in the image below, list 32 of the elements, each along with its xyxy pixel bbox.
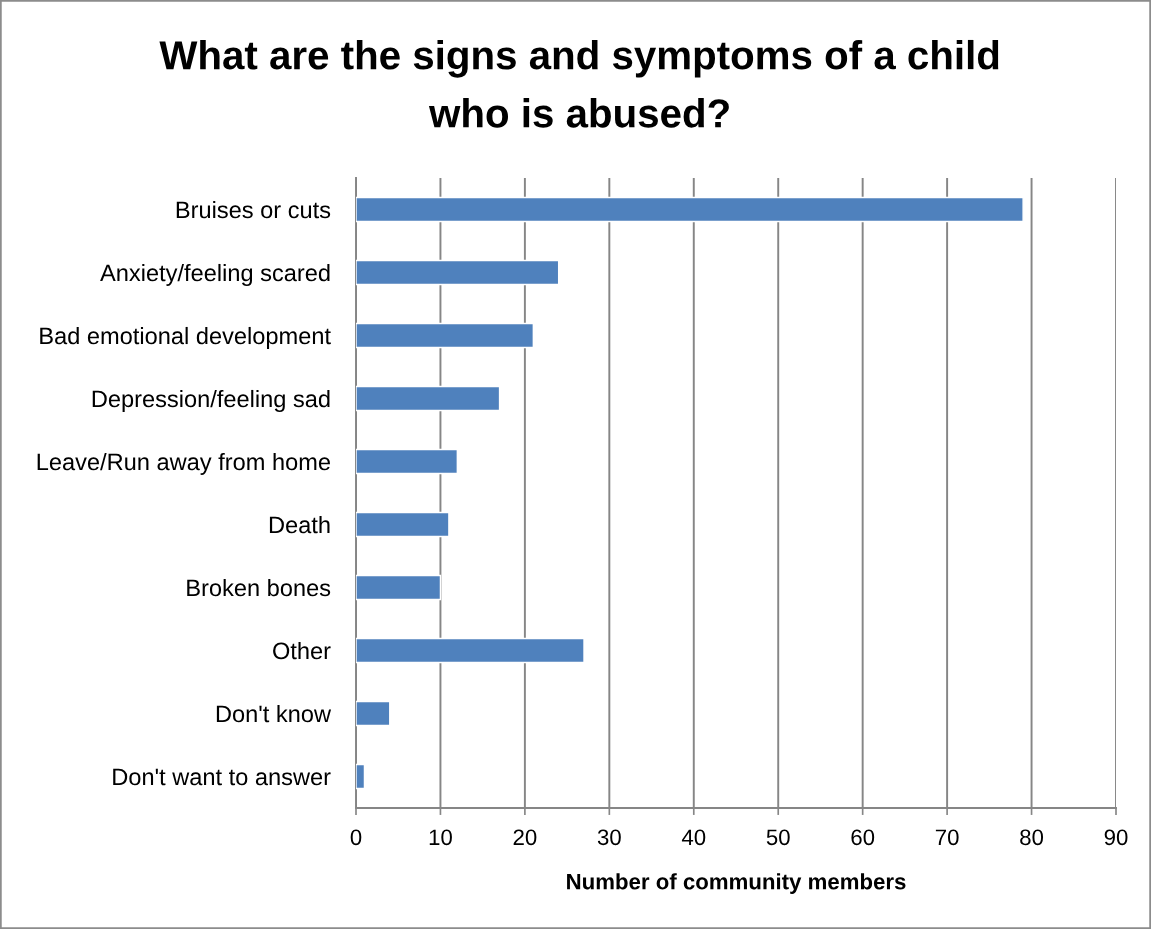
bar bbox=[356, 448, 459, 475]
x-tick-label: 60 bbox=[851, 829, 875, 846]
y-tick-label: Death bbox=[269, 515, 330, 534]
bar bbox=[356, 763, 366, 790]
y-tick-label: Leave/Run away from home bbox=[37, 452, 330, 475]
y-tick-label: Depression/feeling sad bbox=[92, 389, 330, 412]
x-tick-label: 50 bbox=[766, 829, 790, 846]
x-tick-label: 20 bbox=[513, 829, 537, 846]
y-tick-label: Don't want to answer bbox=[113, 768, 331, 786]
bar bbox=[356, 322, 535, 349]
bar bbox=[356, 385, 501, 412]
y-tick-label: Broken bones bbox=[187, 578, 331, 597]
bar bbox=[356, 700, 391, 727]
x-axis-title: Number of community members bbox=[567, 873, 906, 894]
bar bbox=[356, 196, 1024, 223]
x-tick-label: 10 bbox=[429, 829, 452, 846]
y-tick-label: Anxiety/feeling scared bbox=[100, 263, 330, 286]
y-tick-label: Other bbox=[273, 641, 331, 660]
x-tick-label: 0 bbox=[350, 829, 362, 846]
x-tick-label: 40 bbox=[681, 829, 706, 846]
bar bbox=[356, 259, 560, 286]
chart-title: What are the signs and symptoms of a child who is abused? bbox=[159, 39, 999, 128]
x-tick-label: 90 bbox=[1104, 829, 1128, 846]
bar bbox=[356, 511, 450, 538]
x-tick-label: 80 bbox=[1020, 829, 1044, 846]
y-tick-label: Bad emotional development bbox=[40, 326, 331, 349]
bar bbox=[356, 637, 585, 664]
y-tick-label: Don't know bbox=[216, 704, 332, 723]
bar bbox=[356, 574, 442, 601]
x-tick-label: 70 bbox=[935, 829, 959, 846]
y-tick-label: Bruises or cuts bbox=[176, 200, 331, 219]
x-tick-label: 30 bbox=[597, 829, 621, 846]
